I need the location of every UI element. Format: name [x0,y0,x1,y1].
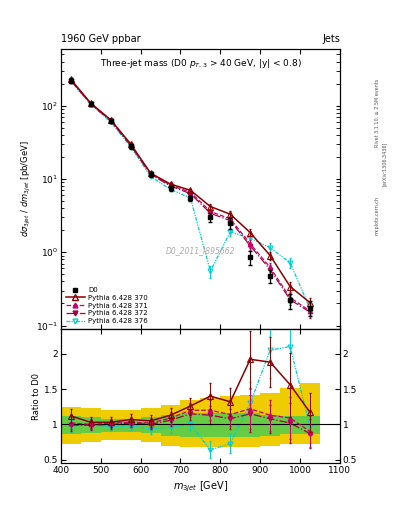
Text: 1960 GeV ppbar: 1960 GeV ppbar [61,33,141,44]
Text: Rivet 3.1.10, ≥ 2.5M events: Rivet 3.1.10, ≥ 2.5M events [375,78,380,147]
Text: Three-jet mass (D0 $p_{T,3}$ > 40 GeV, |y| < 0.8): Three-jet mass (D0 $p_{T,3}$ > 40 GeV, |… [99,57,301,70]
Y-axis label: Ratio to D0: Ratio to D0 [32,373,41,420]
Text: mcplots.cern.ch: mcplots.cern.ch [375,196,380,234]
X-axis label: $m_{3jet}$ [GeV]: $m_{3jet}$ [GeV] [173,479,228,494]
Y-axis label: $d\sigma_{3jet}$ / $dm_{3jet}$ [pb/GeV]: $d\sigma_{3jet}$ / $dm_{3jet}$ [pb/GeV] [20,140,33,237]
Text: Jets: Jets [322,33,340,44]
Legend: D0, Pythia 6.428 370, Pythia 6.428 371, Pythia 6.428 372, Pythia 6.428 376: D0, Pythia 6.428 370, Pythia 6.428 371, … [64,286,149,326]
Text: [arXiv:1306.3436]: [arXiv:1306.3436] [382,142,387,186]
Text: D0_2011_I895662: D0_2011_I895662 [166,246,235,255]
